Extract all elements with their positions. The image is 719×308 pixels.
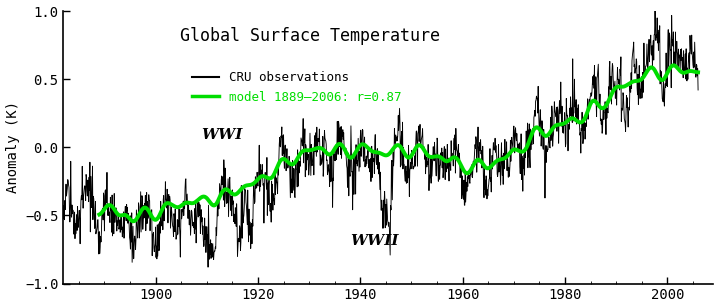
Y-axis label: Anomaly (K): Anomaly (K)	[6, 101, 19, 193]
Text: Global Surface Temperature: Global Surface Temperature	[180, 27, 441, 45]
Legend: CRU observations, model 1889–2006: r=0.87: CRU observations, model 1889–2006: r=0.8…	[187, 66, 407, 109]
Text: WWI: WWI	[201, 128, 243, 142]
Text: WWII: WWII	[350, 234, 398, 249]
